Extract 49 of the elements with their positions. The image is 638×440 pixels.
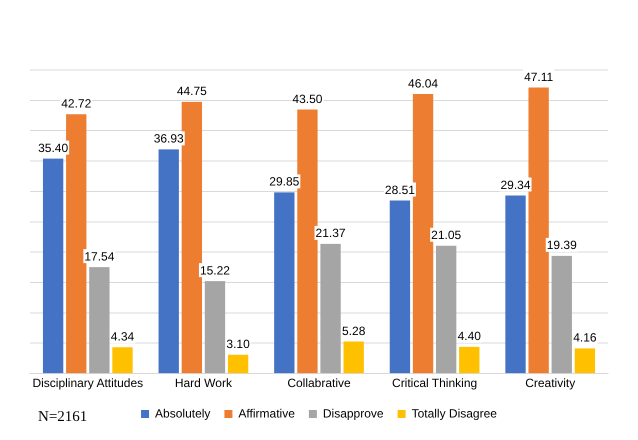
bar — [42, 158, 64, 374]
data-label: 15.22 — [200, 263, 230, 278]
data-label: 5.28 — [342, 324, 366, 338]
bar — [112, 347, 133, 374]
bar — [89, 267, 110, 374]
legend-label: Absolutely — [155, 406, 210, 420]
data-label: 42.72 — [61, 96, 92, 111]
bar — [182, 102, 202, 374]
data-label: 4.16 — [573, 330, 597, 345]
data-label: 36.93 — [154, 132, 184, 146]
bar — [274, 192, 294, 374]
data-label: 43.50 — [292, 92, 323, 106]
data-label: 46.04 — [408, 76, 438, 90]
bar — [297, 109, 318, 374]
bar — [505, 195, 526, 374]
legend-label: Totally Disagree — [412, 406, 498, 420]
data-label: 47.11 — [524, 70, 554, 84]
x-tick-label: Critical Thinking — [392, 376, 478, 390]
bar — [574, 348, 596, 374]
data-label: 35.40 — [38, 140, 68, 155]
data-label: 4.34 — [110, 330, 134, 344]
bar — [459, 346, 480, 374]
legend-label: Disapprove — [322, 406, 384, 420]
bar — [436, 246, 456, 374]
data-label: 29.85 — [269, 174, 300, 189]
data-label: 21.05 — [431, 228, 462, 242]
x-tick-label: Collabrative — [287, 376, 351, 390]
data-label: 21.37 — [316, 226, 346, 240]
data-label: 28.51 — [384, 182, 416, 197]
bar — [204, 281, 226, 374]
x-tick-label: Disciplinary Attitudes — [32, 376, 144, 390]
data-label: 17.54 — [84, 249, 115, 264]
bar — [66, 114, 86, 374]
bar — [412, 94, 434, 374]
data-label: 4.40 — [458, 329, 482, 344]
bar — [344, 342, 364, 374]
data-label: 3.10 — [226, 337, 250, 352]
bar — [158, 149, 179, 374]
bar — [390, 200, 410, 374]
x-tick-label: Creativity — [525, 376, 576, 390]
bar — [320, 244, 341, 374]
legend-label: Affirmative — [238, 406, 296, 420]
text: N=2161 — [38, 409, 88, 426]
data-label: 29.34 — [500, 178, 531, 192]
data-label: 19.39 — [546, 238, 578, 252]
bar — [552, 256, 572, 374]
data-label: 44.75 — [176, 84, 208, 98]
x-tick-label: Hard Work — [174, 376, 233, 390]
bar — [228, 354, 248, 374]
